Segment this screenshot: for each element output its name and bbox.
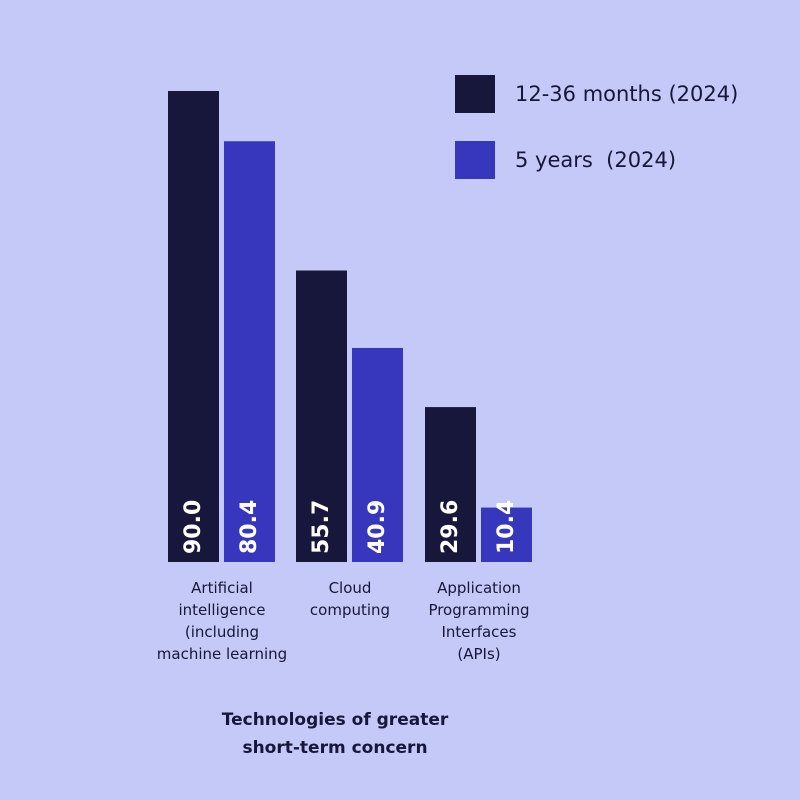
bar-ai-5-years: [224, 141, 275, 563]
bar-value-label-ai-12-36-months: 90.0: [181, 500, 206, 554]
legend-item-12-36-months: 12-36 months (2024): [455, 75, 738, 113]
bar-cloud-12-36-months: [296, 270, 347, 562]
bar-value-label-apis-5-years: 10.4: [494, 500, 519, 554]
legend-swatch-12-36-months: [455, 75, 495, 113]
bar-value-label-apis-12-36-months: 29.6: [438, 500, 463, 554]
chart-caption: Technologies of greater short-term conce…: [221, 710, 449, 758]
legend-label-12-36-months: 12-36 months (2024): [515, 82, 739, 106]
category-label-cloud: Cloud computing: [309, 579, 391, 619]
bar-apis-12-36-months: [425, 407, 476, 562]
legend-label-5-years: 5 years (2024): [515, 148, 677, 172]
bar-apis-5-years: [481, 507, 532, 562]
bar-value-label-cloud-12-36-months: 55.7: [309, 500, 334, 554]
bar-ai-12-36-months: [168, 91, 219, 562]
legend-swatch-5-years: [455, 141, 495, 179]
category-label-ai: Artificial intelligence (including machi…: [156, 579, 288, 663]
bar-cloud-5-years: [352, 347, 403, 562]
bar-value-label-cloud-5-years: 40.9: [365, 500, 390, 554]
category-label-apis: Application Programming Interfaces (APIs…: [428, 579, 530, 663]
legend-item-5-years: 5 years (2024): [455, 141, 676, 179]
bar-value-label-ai-5-years: 80.4: [237, 500, 262, 554]
